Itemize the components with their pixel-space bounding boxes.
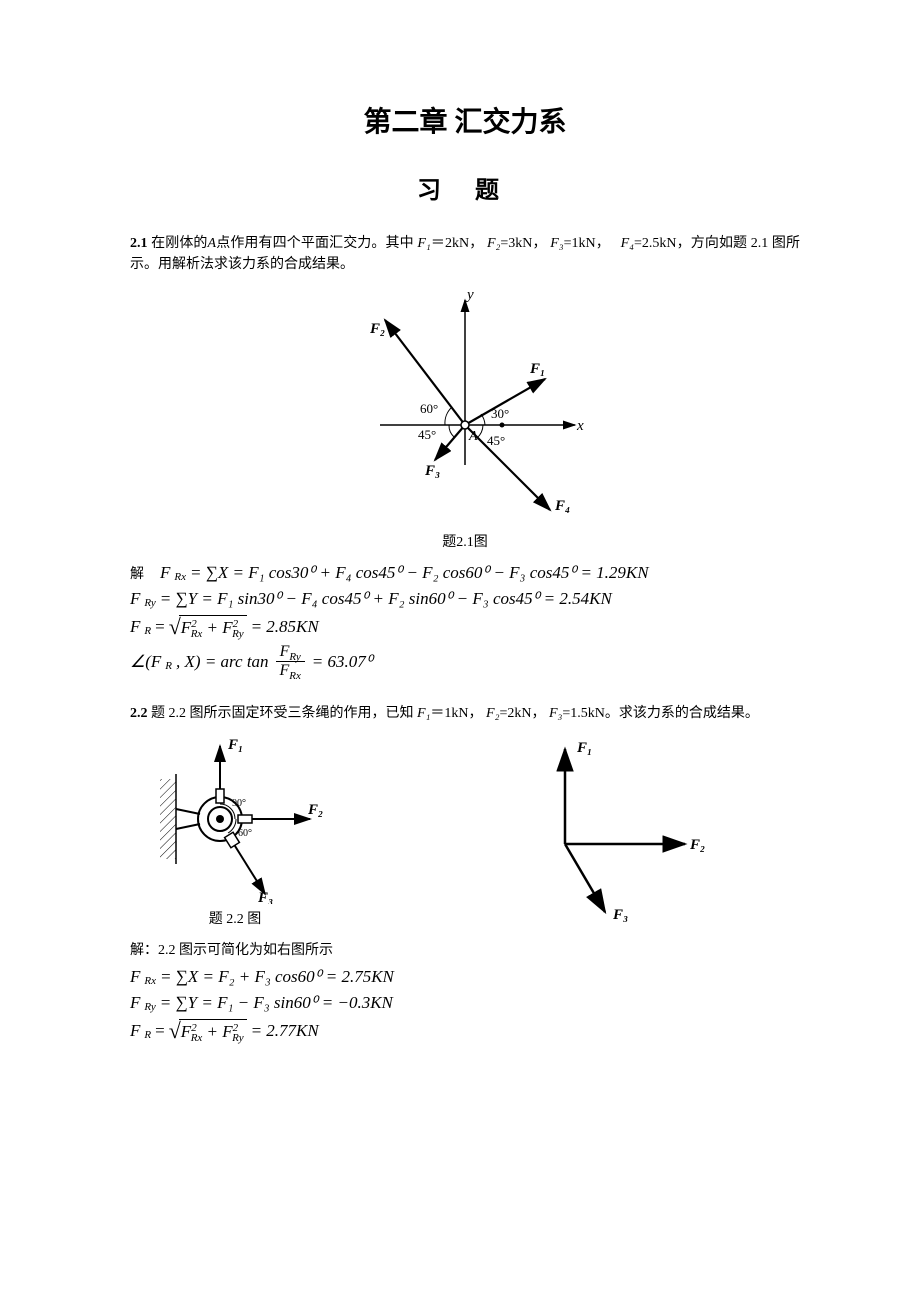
point-a: A (208, 236, 217, 251)
sub: R (144, 1029, 151, 1041)
var-f4: F₄ (621, 236, 634, 251)
sub: Rx (144, 975, 156, 987)
text: 点作用有四个平面汇交力。其中 (216, 236, 414, 251)
pre: ∠(F (130, 652, 161, 672)
angle-60: 60° (420, 401, 438, 416)
term-a: F (181, 618, 191, 637)
f2-label: F₂ (689, 837, 705, 853)
tail: = 63.07⁰ (312, 652, 373, 672)
diagram-2-2-left: F₁ F₂ F₃ 90° 60° (130, 734, 340, 904)
equals: = (155, 617, 165, 637)
angle-30: 30° (491, 406, 509, 421)
sub: Rx (191, 1032, 203, 1044)
eq-2-1-line2: F Ry = ∑Y = F₁ sin30⁰ − F₄ cos45⁰ + F₂ si… (130, 589, 800, 609)
eq-2-2-line1: F Rx = ∑X = F₂ + F₃ cos60⁰ = 2.75KN (130, 967, 800, 987)
text: =3kN， (500, 236, 546, 251)
chapter-title: 第二章 汇交力系 (130, 100, 800, 140)
figure-2-2-caption: 题 2.2 图 (130, 908, 340, 928)
problem-number: 2.1 (130, 236, 148, 251)
solution-2-2-intro: 解：2.2 图示可简化为如右图所示 (130, 940, 800, 961)
num-sub: Ry (289, 651, 300, 663)
var-f1: F₁ (417, 706, 430, 721)
expr: = ∑X = F₁ cos30⁰ + F₄ cos45⁰ − F₂ cos60⁰… (190, 563, 649, 583)
expr: = ∑Y = F₁ sin30⁰ − F₄ cos45⁰ + F₂ sin60⁰… (160, 589, 612, 609)
tail: = 2.77KN (251, 1021, 319, 1041)
sub: Ry (144, 1001, 155, 1013)
f2-label: F₂ (369, 321, 385, 337)
diagram-2-1: y x A F₁ F₂ F₃ F₄ 60° 30° 45° 45° (315, 285, 615, 525)
text: ＝1kN， (430, 706, 482, 721)
text: =2kN， (499, 706, 545, 721)
sqrt: √ F2Rx + F2Ry (169, 615, 247, 638)
term-a: F (181, 1022, 191, 1041)
sqrt: √ F2Rx + F2Ry (169, 1019, 247, 1042)
expr: = ∑Y = F₁ − F₃ sin60⁰ = −0.3KN (160, 993, 393, 1013)
f3-label: F₃ (257, 890, 273, 904)
expr: = ∑X = F₂ + F₃ cos60⁰ = 2.75KN (160, 967, 394, 987)
sub: R (165, 660, 172, 672)
lhs: F (130, 967, 140, 987)
den-sub: Rx (289, 670, 301, 682)
angle-90: 90° (232, 798, 246, 809)
lhs: F (130, 993, 140, 1013)
eq-2-1-line3: FR = √ F2Rx + F2Ry = 2.85KN (130, 615, 800, 638)
plus: + (207, 1022, 223, 1041)
angle-45a: 45° (418, 427, 436, 442)
lhs: F (160, 563, 170, 583)
figure-2-1: y x A F₁ F₂ F₃ F₄ 60° 30° 45° 45° (130, 285, 800, 525)
axis-y-label: y (465, 287, 474, 303)
diagram-2-2-right: F₁ F₂ F₃ (485, 734, 715, 934)
text: 题 2.2 图所示固定环受三条绳的作用，已知 (148, 706, 414, 721)
problem-2-1: 2.1 在刚体的A点作用有四个平面汇交力。其中 F₁＝2kN， F₂=3kN， … (130, 233, 800, 275)
fraction: FRy FRx (276, 644, 305, 679)
sub: Ry (232, 1032, 243, 1044)
plus: + (207, 618, 223, 637)
den: F (279, 662, 289, 679)
num: F (280, 643, 290, 660)
equals: = (155, 1021, 165, 1041)
problem-number: 2.2 (130, 706, 148, 721)
var-f2: F₂ (486, 706, 499, 721)
var-f1: F₁ (417, 236, 430, 251)
sub: Ry (232, 628, 243, 640)
lhs-sub: R (144, 625, 151, 637)
figure-2-1-caption: 题2.1图 (130, 531, 800, 551)
f2-label: F₂ (307, 802, 323, 818)
lhs: F (130, 1021, 140, 1041)
lhs: F (130, 617, 140, 637)
angle-45b: 45° (487, 433, 505, 448)
lhs-sub: Ry (144, 597, 155, 609)
sub: Rx (191, 628, 203, 640)
eq-2-1-line1: 解 F Rx = ∑X = F₁ cos30⁰ + F₄ cos45⁰ − F₂ … (130, 563, 800, 583)
f1-label: F₁ (529, 361, 545, 377)
subtitle: 习 题 (130, 170, 800, 205)
text: 在刚体的 (148, 236, 208, 251)
f3-label: F₃ (612, 907, 628, 923)
eq-2-2-line3: FR = √ F2Rx + F2Ry = 2.77KN (130, 1019, 800, 1042)
lhs-sub: Rx (174, 571, 186, 583)
var-f3: F₃ (550, 236, 563, 251)
eq-2-1-line4: ∠(FR, X) = arc tan FRy FRx = 63.07⁰ (130, 644, 800, 679)
text: ＝2kN， (431, 236, 484, 251)
eq-2-2-line2: F Ry = ∑Y = F₁ − F₃ sin60⁰ = −0.3KN (130, 993, 800, 1013)
point-a-label: A (468, 429, 478, 444)
axis-x-label: x (576, 418, 584, 434)
tail: = 2.85KN (251, 617, 319, 637)
figure-row-2-2: F₁ F₂ F₃ 90° 60° 题 2.2 图 F₁ F₂ F₃ (130, 734, 800, 940)
f1-label: F₁ (227, 737, 243, 753)
var-f3: F₃ (549, 706, 562, 721)
f1-label: F₁ (576, 740, 592, 756)
mid: , X) = arc tan (176, 652, 269, 672)
problem-2-2: 2.2 题 2.2 图所示固定环受三条绳的作用，已知 F₁＝1kN， F₂=2k… (130, 703, 800, 724)
var-f2: F₂ (487, 236, 500, 251)
f3-label: F₃ (424, 463, 440, 479)
lhs: F (130, 589, 140, 609)
f4-label: F₄ (554, 498, 570, 514)
text: =1kN， (564, 236, 617, 251)
solve-label: 解 (130, 563, 144, 583)
text: =1.5kN。求该力系的合成结果。 (562, 706, 759, 721)
angle-60: 60° (238, 828, 252, 839)
